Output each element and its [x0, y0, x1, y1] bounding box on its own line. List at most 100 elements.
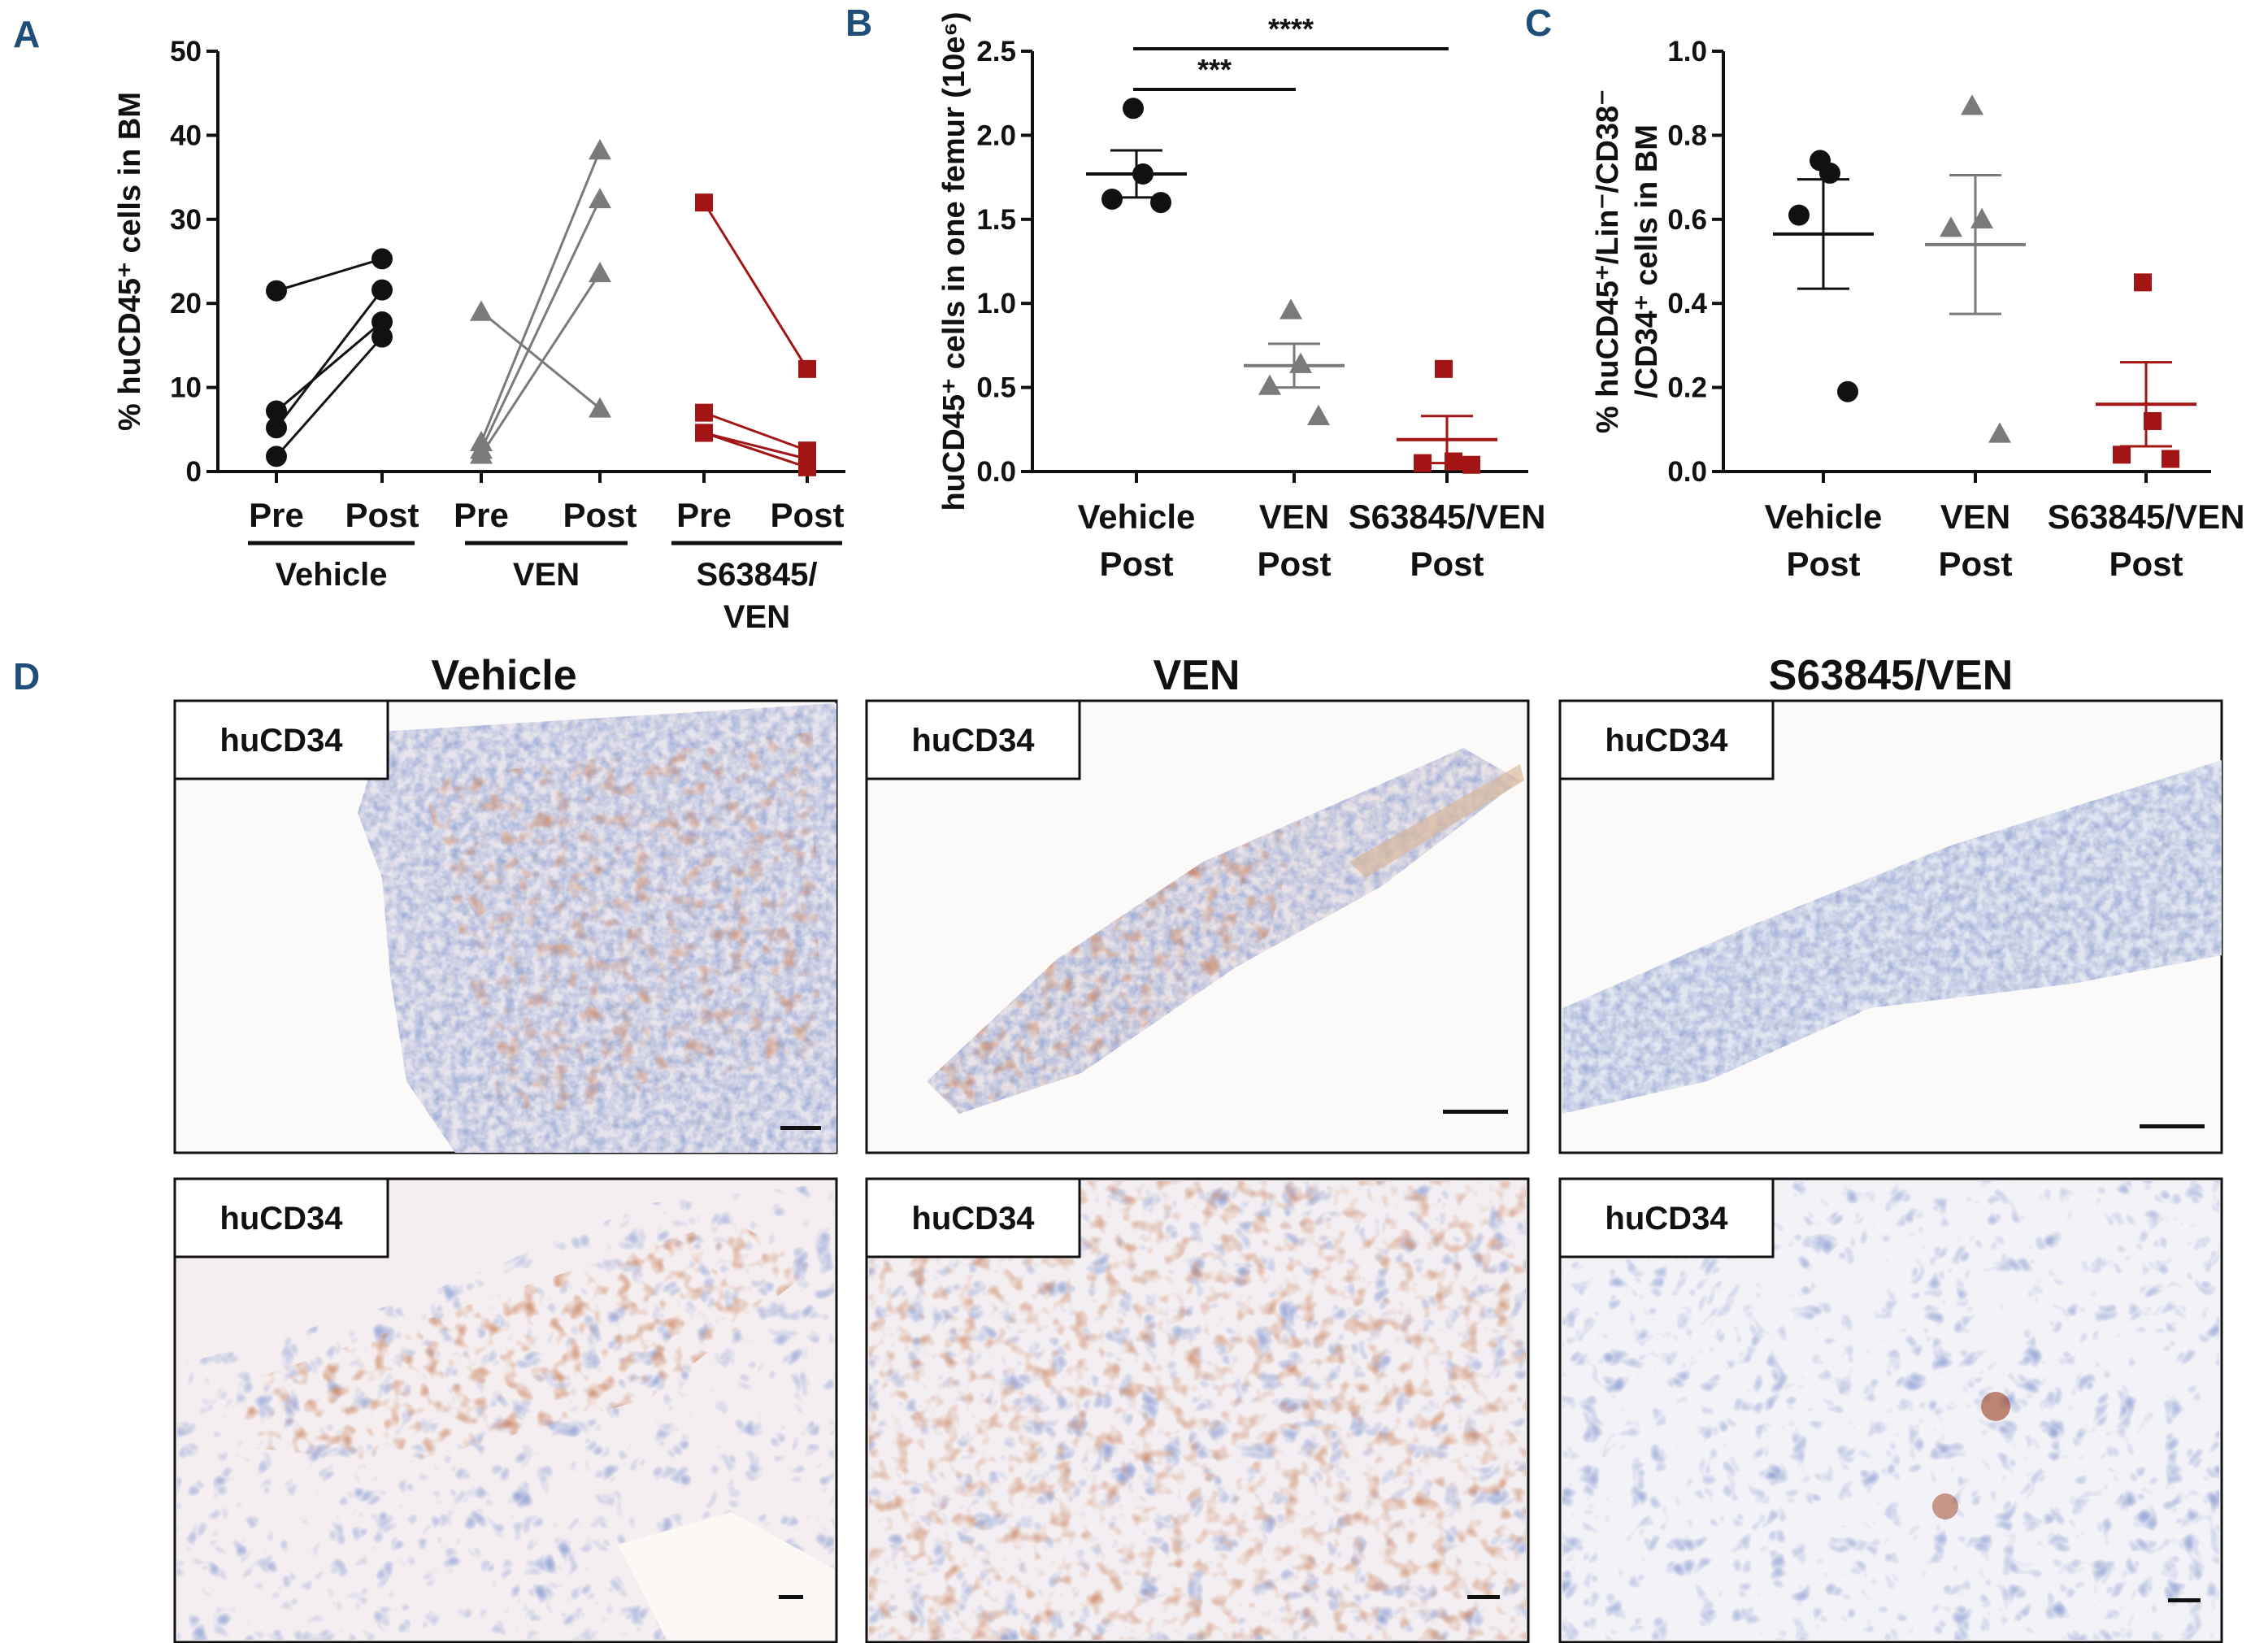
panel-c-data-point	[2162, 450, 2179, 468]
panel-c-x-tick-label: S63845/VEN Post	[2048, 498, 2245, 583]
panel-a-pair-line	[703, 432, 808, 469]
panel-c-data-point	[1988, 422, 2011, 443]
panel-a-y-tick-label: 10	[170, 372, 202, 404]
panel-c-y-tick-label: 0.8	[1667, 120, 1707, 151]
panel-b-x-tick-label: Vehicle Post	[1078, 498, 1196, 583]
panel-a-pair-line	[702, 202, 809, 370]
panel-a-y-tick-label: 50	[170, 36, 202, 67]
panel-c-y-tick-label: 0.4	[1667, 288, 1707, 319]
stain-label-ven-high: huCD34	[865, 1177, 1081, 1258]
panel-a-point-post	[371, 311, 393, 333]
stain-label-vehicle-high: huCD34	[173, 1177, 389, 1258]
panel-c-data-point	[2144, 411, 2162, 430]
svg-text:huCD34: huCD34	[219, 723, 343, 758]
panel-b-data-point	[1280, 298, 1302, 319]
panel-a-point-post	[589, 261, 611, 283]
panel-c-data-point	[1837, 380, 1858, 402]
panel-a-y-tick-label: 0	[186, 456, 202, 488]
stain-label-combo-low: huCD34	[1558, 699, 1775, 780]
panel-c-y-tick-label: 0.0	[1667, 456, 1707, 488]
panel-a-point-post	[798, 458, 816, 476]
panel-a-point-post	[589, 187, 611, 209]
panel-b-y-tick-label: 2.5	[976, 36, 1016, 67]
panel-c-data-point	[1970, 207, 1993, 228]
panel-a-point-pre	[470, 300, 493, 321]
panel-c-data-point	[2113, 446, 2131, 464]
panel-a-pair-line	[480, 272, 602, 456]
micrograph-vehicle-high	[173, 1177, 838, 1643]
panel-a-pair-line	[276, 320, 383, 412]
panel-a-point-post	[798, 359, 816, 378]
panel-b-chart: 0.0 0.5 1.0 1.5 2.0 2.5 Vehicle Post VEN PostS638…	[937, 11, 1545, 583]
panel-a-y-tick-label: 40	[170, 120, 202, 151]
panel-b-data-point	[1462, 455, 1480, 474]
panel-a-point-pre	[695, 424, 713, 442]
svg-text:huCD34: huCD34	[219, 1201, 343, 1237]
panel-b-sig-label: ****	[1268, 12, 1314, 46]
panel-a-y-label: % huCD45⁺ cells in BM	[113, 92, 147, 431]
panel-c-data-point	[2134, 273, 2152, 292]
panel-a-point-post	[589, 397, 611, 418]
panel-a-point-post	[589, 139, 611, 160]
panel-c-x-tick-label: VEN Post	[1938, 498, 2012, 583]
panel-c-y-tick-label: 1.0	[1667, 36, 1707, 67]
panel-a-point-pre	[470, 443, 493, 464]
panel-b-data-point	[1289, 352, 1312, 373]
panel-a-x-tick-label: Pre	[454, 496, 509, 534]
panel-a-pair-line	[276, 257, 383, 293]
panel-c-y-label: % huCD45⁺/Lin⁻/CD38⁻/CD34⁺ cells in BM	[1591, 89, 1664, 433]
panel-a-x-tick-label: Post	[345, 496, 419, 534]
panel-a-x-tick-label: Pre	[249, 496, 304, 534]
panel-b-y-tick-label: 0.0	[976, 456, 1016, 488]
panel-a-y-tick-label: 30	[170, 204, 202, 236]
panel-b-y-label: huCD45⁺ cells in one femur (10e⁶)	[937, 11, 971, 511]
panel-letter-d: D	[13, 655, 40, 698]
panel-a-point-pre	[695, 193, 713, 212]
micrograph-ven-low	[865, 699, 1530, 1154]
panel-a-point-pre	[266, 280, 287, 302]
panel-a-point-post	[371, 279, 393, 301]
panel-a-x-tick-label: Post	[563, 496, 637, 534]
svg-text:huCD34: huCD34	[911, 723, 1035, 758]
panel-c-y-tick-label: 0.2	[1667, 372, 1707, 404]
panel-b-y-tick-label: 0.5	[976, 372, 1016, 404]
panel-a-pair-line	[275, 289, 384, 429]
panel-b-y-tick-label: 1.5	[976, 204, 1016, 236]
panel-c-y-tick-label: 0.6	[1667, 204, 1707, 236]
panel-b-x-tick-label: S63845/VEN Post	[1349, 498, 1546, 583]
panel-a-pair-line	[703, 411, 808, 452]
panel-b-data-point	[1445, 452, 1462, 471]
panel-c-data-point	[1940, 216, 1962, 237]
panel-a-point-pre	[266, 446, 287, 467]
panel-d-micrographs: huCD34 huCD34 huCD34 huCD34 huCD34 huCD3…	[173, 699, 2223, 1643]
svg-text:huCD34: huCD34	[1605, 1201, 1728, 1237]
panel-c-data-point	[1961, 94, 1983, 115]
panel-a-point-pre	[266, 417, 287, 439]
panel-letter-a: A	[13, 13, 40, 55]
panel-a-pair-line	[480, 150, 602, 443]
panel-b-y-tick-label: 1.0	[976, 288, 1016, 319]
panel-a-pair-line	[480, 198, 602, 450]
panel-a-x-tick-label: Post	[770, 496, 844, 534]
panel-c-chart: 0.0 0.2 0.4 0.6 0.8 1.0 Vehicle Post VEN Post S638…	[1591, 36, 2244, 583]
panel-b-sig-label: ***	[1197, 53, 1232, 86]
panel-b-data-point	[1435, 359, 1453, 378]
panel-c-data-point	[1788, 204, 1810, 226]
stain-label-vehicle-low: huCD34	[173, 699, 389, 780]
panel-d-title-combo: S63845/VEN	[1769, 652, 2014, 699]
panel-b-data-point	[1123, 98, 1144, 120]
panel-a-pair-line	[480, 311, 601, 410]
panel-a-pair-line	[275, 336, 384, 458]
panel-a-y-tick-label: 20	[170, 288, 202, 319]
panel-a-pair-line	[703, 431, 808, 460]
panel-b-data-point	[1307, 404, 1330, 425]
panel-a-group-label: VEN	[513, 557, 580, 593]
micrograph-combo-low	[1558, 699, 2223, 1154]
panel-d-title-vehicle: Vehicle	[431, 652, 576, 699]
panel-b-data-point	[1258, 374, 1281, 395]
stain-label-ven-low: huCD34	[865, 699, 1081, 780]
panel-b-x-tick-label: VEN Post	[1257, 498, 1331, 583]
panel-letter-c: C	[1525, 2, 1552, 44]
panel-letter-b: B	[845, 2, 872, 44]
